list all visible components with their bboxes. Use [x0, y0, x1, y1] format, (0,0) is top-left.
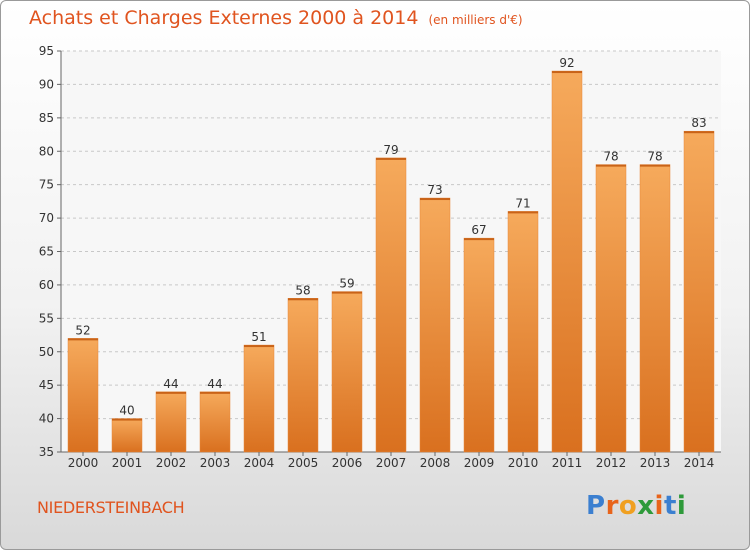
logo-letter: P: [586, 491, 606, 521]
bar: [683, 130, 715, 453]
data-label: 73: [427, 183, 442, 197]
bar-top: [552, 71, 582, 74]
x-tick-label: 2002: [156, 456, 187, 470]
x-tick-label: 2001: [112, 456, 143, 470]
y-tick-label: 45: [39, 378, 54, 392]
x-tick-label: 2010: [508, 456, 539, 470]
bar-top: [420, 198, 450, 201]
bar-top: [640, 164, 670, 167]
bar: [419, 197, 451, 453]
data-label: 79: [383, 143, 398, 157]
bar-top: [288, 298, 318, 301]
x-tick-label: 2000: [68, 456, 99, 470]
bar: [67, 338, 99, 453]
bar: [111, 418, 143, 453]
y-tick-label: 55: [39, 311, 54, 325]
bar: [243, 344, 275, 453]
bar-top: [244, 345, 274, 348]
x-tick-label: 2012: [596, 456, 627, 470]
data-label: 51: [251, 330, 266, 344]
logo-letter: i: [654, 491, 664, 521]
logo-letter: x: [637, 491, 655, 521]
bar-top: [376, 157, 406, 160]
chart-title-text: Achats et Charges Externes 2000 à 2014: [29, 7, 419, 29]
x-tick-label: 2003: [200, 456, 231, 470]
bar-top: [332, 291, 362, 294]
data-label: 52: [75, 323, 90, 337]
x-tick-label: 2013: [640, 456, 671, 470]
bar: [331, 291, 363, 453]
bar-top: [508, 211, 538, 214]
bar-top: [68, 338, 98, 341]
bar-top: [156, 391, 186, 394]
bar: [199, 391, 231, 453]
y-tick-label: 80: [39, 144, 54, 158]
bar: [287, 298, 319, 453]
data-label: 83: [691, 116, 706, 130]
x-tick-label: 2007: [376, 456, 407, 470]
data-label: 78: [647, 150, 662, 164]
x-tick-label: 2009: [464, 456, 495, 470]
chart-title: Achats et Charges Externes 2000 à 2014 (e…: [29, 7, 523, 29]
y-tick-label: 75: [39, 178, 54, 192]
y-tick-label: 60: [39, 278, 54, 292]
bar-top: [684, 131, 714, 134]
bar-top: [200, 391, 230, 394]
logo-letter: o: [618, 491, 638, 521]
y-tick-label: 95: [39, 44, 54, 58]
bar: [595, 164, 627, 453]
proxiti-logo[interactable]: Proxiti: [586, 491, 686, 521]
data-label: 40: [119, 404, 134, 418]
town-name: NIEDERSTEINBACH: [37, 498, 185, 517]
x-tick-label: 2004: [244, 456, 275, 470]
x-tick-label: 2006: [332, 456, 363, 470]
y-tick-label: 50: [39, 345, 54, 359]
y-tick-label: 40: [39, 412, 54, 426]
bar: [639, 164, 671, 453]
y-tick-label: 35: [39, 445, 54, 459]
bar-top: [596, 164, 626, 167]
logo-letter: r: [605, 491, 619, 521]
bar: [463, 237, 495, 453]
bar-top: [112, 418, 142, 421]
data-label: 59: [339, 277, 354, 291]
bar: [507, 211, 539, 453]
data-label: 67: [471, 223, 486, 237]
bar: [155, 391, 187, 453]
chart-unit: (en milliers d'€): [428, 13, 523, 27]
logo-letter: i: [676, 491, 687, 521]
y-tick-label: 85: [39, 111, 54, 125]
y-tick-label: 70: [39, 211, 54, 225]
x-tick-label: 2005: [288, 456, 319, 470]
bar: [551, 70, 583, 453]
x-tick-label: 2014: [684, 456, 715, 470]
data-label: 92: [559, 56, 574, 70]
logo-letter: t: [663, 491, 677, 521]
data-label: 44: [163, 377, 178, 391]
y-tick-label: 65: [39, 245, 54, 259]
data-label: 71: [515, 196, 530, 210]
data-label: 44: [207, 377, 222, 391]
data-label: 58: [295, 283, 310, 297]
x-tick-label: 2008: [420, 456, 451, 470]
y-tick-label: 90: [39, 77, 54, 91]
bar-top: [464, 238, 494, 241]
data-label: 78: [603, 150, 618, 164]
x-tick-label: 2011: [552, 456, 583, 470]
bar: [375, 157, 407, 453]
